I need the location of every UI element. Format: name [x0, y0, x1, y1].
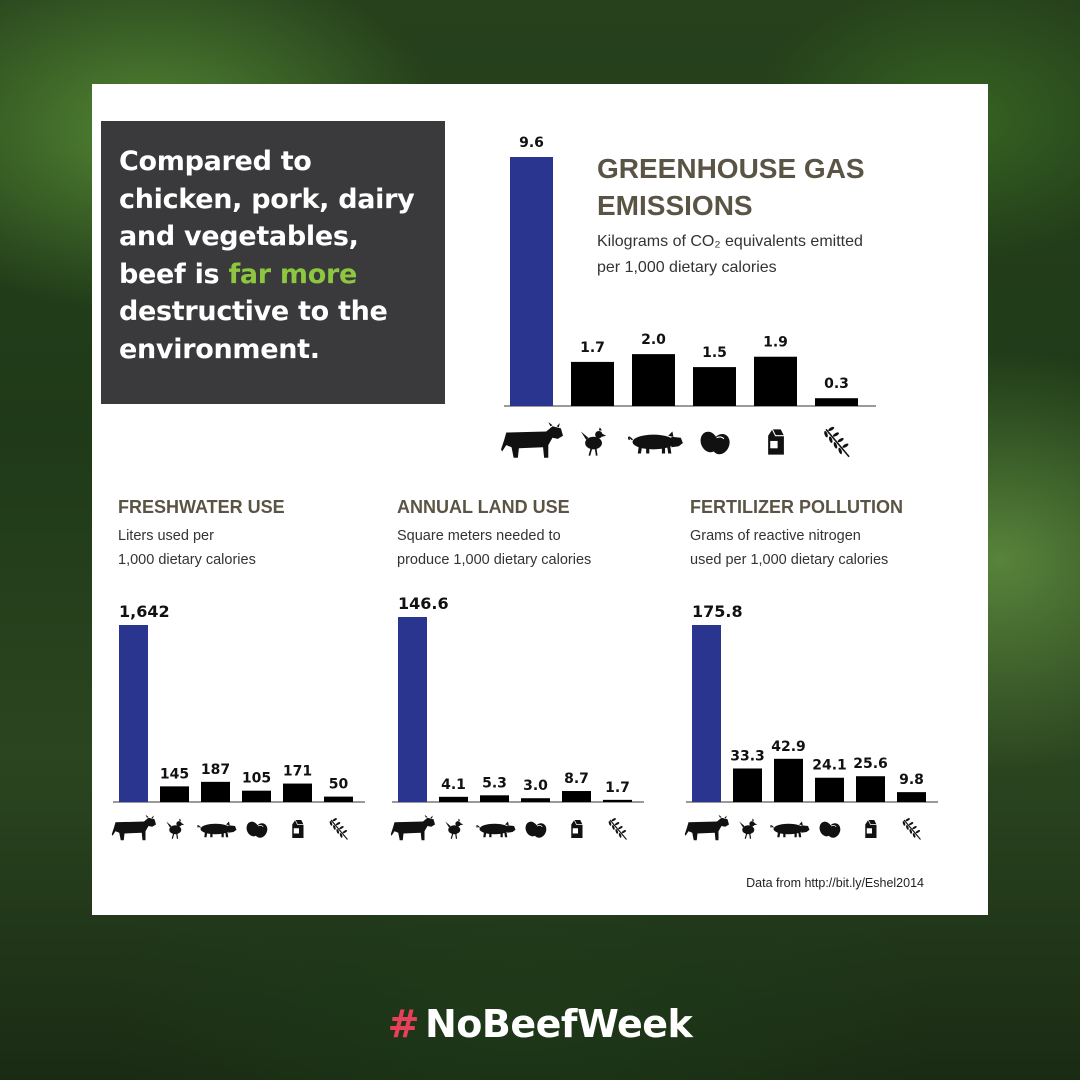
- bar-eggs: [521, 798, 550, 802]
- value-label-chicken: 1.7: [580, 340, 605, 356]
- ghg-title: GREENHOUSE GAS EMISSIONS: [597, 153, 865, 221]
- eggs-icon: [246, 821, 268, 838]
- milk-carton-icon: [292, 819, 304, 838]
- water-chart: 1,642 145 187 105 171 50: [111, 602, 365, 841]
- pig-icon: [476, 821, 516, 838]
- pig-icon: [197, 821, 237, 838]
- headline-highlight: far more: [228, 258, 358, 290]
- chicken-icon: [166, 818, 185, 839]
- fert-title: FERTILIZER POLLUTION: [690, 497, 903, 517]
- water-subtitle: Liters used per 1,000 dietary calories: [118, 528, 256, 568]
- eggs-icon: [819, 821, 841, 838]
- bar-milk-carton: [856, 776, 885, 802]
- hashtag: # NoBeefWeek: [0, 1002, 1080, 1046]
- value-label-wheat: 9.8: [899, 772, 924, 788]
- hashtag-symbol: #: [387, 1002, 420, 1046]
- wheat-icon: [329, 818, 348, 840]
- value-label-cow: 146.6: [398, 594, 449, 613]
- bar-cow: [692, 625, 721, 802]
- value-label-chicken: 145: [160, 766, 189, 782]
- pig-icon: [628, 431, 683, 454]
- bar-wheat: [897, 792, 926, 802]
- bar-chicken: [439, 796, 468, 802]
- bar-milk-carton: [562, 791, 591, 802]
- value-label-eggs: 3.0: [523, 778, 548, 794]
- value-label-eggs: 24.1: [812, 758, 847, 774]
- value-label-wheat: 1.7: [605, 780, 630, 796]
- bar-pig: [774, 758, 803, 802]
- bar-milk-carton: [283, 783, 312, 802]
- bar-pig: [201, 781, 230, 802]
- bar-cow: [510, 157, 553, 406]
- bar-chicken: [733, 768, 762, 802]
- cow-icon: [390, 814, 435, 841]
- source-note: Data from http://bit.ly/Eshel2014: [746, 876, 924, 890]
- eggs-icon: [525, 821, 547, 838]
- value-label-wheat: 0.3: [824, 376, 849, 392]
- milk-carton-icon: [865, 819, 877, 838]
- bar-eggs: [693, 367, 736, 406]
- value-label-wheat: 50: [329, 777, 349, 793]
- water-title: FRESHWATER USE: [118, 497, 285, 517]
- bar-pig: [632, 354, 675, 406]
- milk-carton-icon: [768, 429, 784, 455]
- value-label-eggs: 1.5: [702, 345, 727, 361]
- chicken-icon: [739, 818, 758, 839]
- bar-pig: [480, 795, 509, 802]
- ghg-chart: 9.6 1.7 2.0 1.5 1.9 0.3: [501, 135, 876, 458]
- chicken-icon: [580, 427, 607, 456]
- bar-wheat: [603, 799, 632, 802]
- bar-milk-carton: [754, 356, 797, 406]
- bar-eggs: [815, 777, 844, 802]
- ghg-subtitle: Kilograms of CO₂ equivalents emitted per …: [597, 233, 863, 276]
- value-label-milk-carton: 1.9: [763, 335, 788, 351]
- value-label-pig: 2.0: [641, 332, 666, 348]
- pig-icon: [770, 821, 810, 838]
- fert-subtitle: Grams of reactive nitrogen used per 1,000…: [690, 528, 889, 568]
- land-subtitle: Square meters needed to produce 1,000 die…: [397, 528, 592, 568]
- headline-text: Compared to chicken, pork, dairy and veg…: [119, 146, 415, 365]
- value-label-cow: 9.6: [519, 135, 544, 151]
- wheat-icon: [902, 818, 921, 840]
- wheat-icon: [608, 818, 627, 840]
- fert-chart: 175.8 33.3 42.9 24.1 25.6 9.8: [684, 602, 938, 841]
- value-label-pig: 5.3: [482, 775, 507, 791]
- value-label-milk-carton: 171: [283, 764, 312, 780]
- land-chart: 146.6 4.1 5.3 3.0 8.7 1.7: [390, 594, 644, 841]
- cow-icon: [111, 814, 156, 841]
- bar-chicken: [160, 786, 189, 802]
- value-label-milk-carton: 25.6: [853, 756, 888, 772]
- bar-wheat: [324, 796, 353, 802]
- hashtag-text: NoBeefWeek: [425, 1002, 693, 1046]
- value-label-cow: 1,642: [119, 602, 170, 621]
- headline-box: Compared to chicken, pork, dairy and veg…: [101, 121, 445, 404]
- value-label-eggs: 105: [242, 771, 271, 787]
- cow-icon: [684, 814, 729, 841]
- wheat-icon: [824, 426, 850, 458]
- bar-chicken: [571, 361, 614, 406]
- bar-eggs: [242, 790, 271, 802]
- value-label-milk-carton: 8.7: [564, 771, 589, 787]
- infographic-card: Compared to chicken, pork, dairy and veg…: [92, 84, 988, 915]
- bar-cow: [119, 625, 148, 802]
- land-title: ANNUAL LAND USE: [397, 497, 570, 517]
- eggs-icon: [700, 431, 730, 455]
- cow-icon: [501, 422, 563, 458]
- value-label-chicken: 33.3: [730, 748, 765, 764]
- milk-carton-icon: [571, 819, 583, 838]
- bar-cow: [398, 617, 427, 802]
- value-label-pig: 42.9: [771, 739, 806, 755]
- chicken-icon: [445, 818, 464, 839]
- bar-wheat: [815, 398, 858, 406]
- value-label-cow: 175.8: [692, 602, 743, 621]
- value-label-chicken: 4.1: [441, 777, 466, 793]
- value-label-pig: 187: [201, 762, 230, 778]
